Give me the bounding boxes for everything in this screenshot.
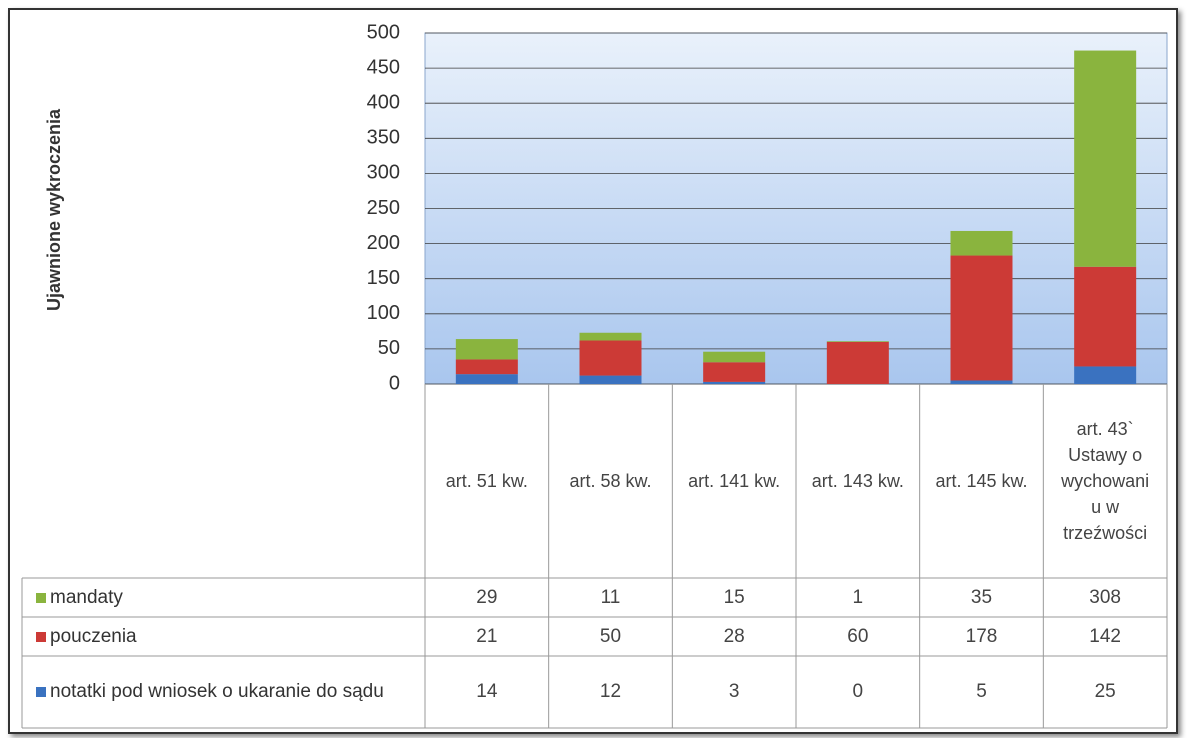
table-value: 14 [476,681,498,703]
bar-segment [1074,50,1137,267]
category-label: art. 141 kw. [688,470,781,491]
legend-text: mandaty [36,586,123,610]
table-value: 0 [852,681,864,703]
table-value: 15 [723,586,745,608]
bar-segment [950,230,1013,256]
category-label: art. 145 kw. [935,470,1028,491]
category-label: art. 43` Ustawy o wychowaniu w trzeźwośc… [1061,418,1150,544]
table-value: 25 [1094,681,1116,703]
bar-segment [455,359,518,375]
bar-segment [579,340,642,376]
y-tick-label: 50 [378,337,400,359]
bar-segment [1074,266,1137,367]
bar-segment [703,362,766,382]
bar-segment [826,341,889,342]
bar-segment [1074,366,1137,384]
table-value: 60 [847,625,869,647]
bar-segment [826,341,889,384]
legend-swatch [36,592,46,603]
y-tick-label: 100 [367,302,400,324]
y-tick-label: 200 [367,232,400,254]
bar-segment [579,375,642,384]
y-axis-title: Ujawnione wykroczenia [44,108,64,311]
legend-text: pouczenia [36,625,137,649]
y-tick-label: 400 [367,91,400,113]
table-value: 50 [599,625,622,647]
legend-entry: notatki pod wniosek o ukaranie do sądu [22,656,425,728]
legend-text: notatki pod wniosek o ukaranie do sądu [36,680,384,704]
bar-segment [703,351,766,363]
table-value: 28 [723,625,745,647]
legend-label: pouczenia [50,625,137,647]
bar-segment [703,381,766,384]
table-value: 3 [728,681,740,703]
bar-segment [950,255,1013,381]
y-tick-label: 350 [367,127,400,149]
bar-segment [950,380,1013,384]
y-tick-label: 500 [367,21,400,43]
bar-segment [455,339,518,360]
category-label: art. 143 kw. [811,470,904,491]
legend-label: notatki pod wniosek o ukaranie do sądu [50,681,384,703]
table-value: 35 [970,586,993,608]
y-tick-label: 0 [389,372,400,394]
legend-entry: mandaty [22,578,425,617]
bar-segment [579,332,642,341]
legend-entry: pouczenia [22,617,425,656]
legend-swatch [36,687,46,698]
table-value: 11 [600,586,621,608]
category-label: art. 58 kw. [569,470,652,491]
y-tick-label: 300 [367,162,400,184]
category-label: art. 51 kw. [445,470,528,491]
legend-swatch [36,631,46,642]
table-value: 142 [1089,625,1121,647]
y-tick-label: 150 [367,267,400,289]
y-tick-label: 450 [367,56,400,78]
table-value: 12 [599,681,622,703]
bar-segment [455,374,518,384]
table-value: 29 [476,586,498,608]
table-value: 5 [976,681,987,703]
legend-label: mandaty [50,586,123,608]
table-value: 1 [852,586,864,608]
table-value: 308 [1089,586,1121,608]
y-tick-label: 250 [367,197,400,219]
table-value: 178 [965,625,998,647]
table-value: 21 [476,625,498,647]
